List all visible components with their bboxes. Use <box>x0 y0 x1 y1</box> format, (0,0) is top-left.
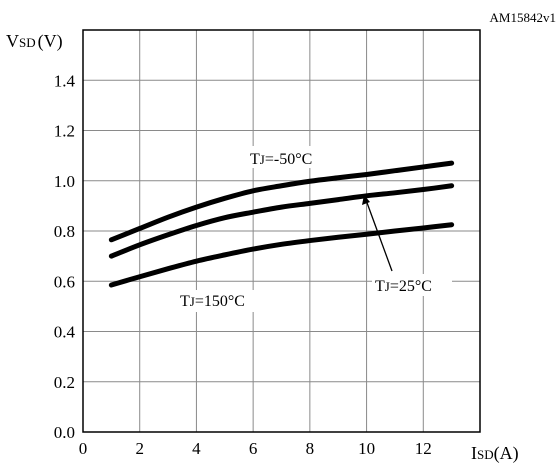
y-tick-label: 0.0 <box>54 423 75 442</box>
y-axis-title-sub: SD <box>19 35 36 50</box>
annotation-tj-25: TJ=25°C <box>375 278 432 295</box>
y-axis-title-main: V <box>6 31 19 51</box>
y-tick-label: 1.0 <box>54 172 75 191</box>
x-axis-title-main: I <box>471 443 477 463</box>
annotation-tj-minus50: TJ=-50°C <box>250 151 312 168</box>
annotation-tj-150: TJ=150°C <box>180 293 245 310</box>
x-axis-title-unit: (A) <box>494 443 519 464</box>
y-tick-label: 0.6 <box>54 272 75 291</box>
annotation-arrow-25 <box>365 199 393 272</box>
series-line-0 <box>108 160 455 243</box>
annotation-bg-150 <box>178 290 278 312</box>
y-axis-title: VSD (V) <box>6 31 63 52</box>
figure-code: AM15842v1 <box>490 10 556 25</box>
data-series <box>108 160 455 288</box>
plot-frame <box>82 29 481 433</box>
y-tick-label: 0.2 <box>54 373 75 392</box>
x-tick-labels: 0 2 4 6 8 10 12 <box>79 439 432 458</box>
x-tick-label: 12 <box>415 439 432 458</box>
x-tick-label: 2 <box>135 439 144 458</box>
y-tick-label: 1.2 <box>54 122 75 141</box>
x-tick-label: 8 <box>306 439 315 458</box>
x-tick-label: 6 <box>249 439 258 458</box>
y-tick-label: 1.4 <box>54 71 76 90</box>
annotation-bg-minus50 <box>248 146 334 168</box>
annotation-arrowhead-25 <box>362 195 370 205</box>
series-line-1 <box>108 183 455 259</box>
y-axis-title-unit: (V) <box>38 31 63 52</box>
series-line-2 <box>108 222 455 288</box>
y-tick-label: 0.8 <box>54 222 75 241</box>
x-tick-label: 0 <box>79 439 88 458</box>
x-tick-label: 10 <box>358 439 375 458</box>
y-tick-labels: 0.0 0.2 0.4 0.6 0.8 1.0 1.2 1.4 <box>54 71 76 442</box>
x-tick-label: 4 <box>192 439 201 458</box>
x-axis-title: ISD(A) <box>471 443 519 464</box>
x-axis-title-sub: SD <box>477 447 494 462</box>
annotation-bg-25 <box>372 274 452 296</box>
grid-lines <box>83 30 480 432</box>
y-tick-label: 0.4 <box>54 323 76 342</box>
